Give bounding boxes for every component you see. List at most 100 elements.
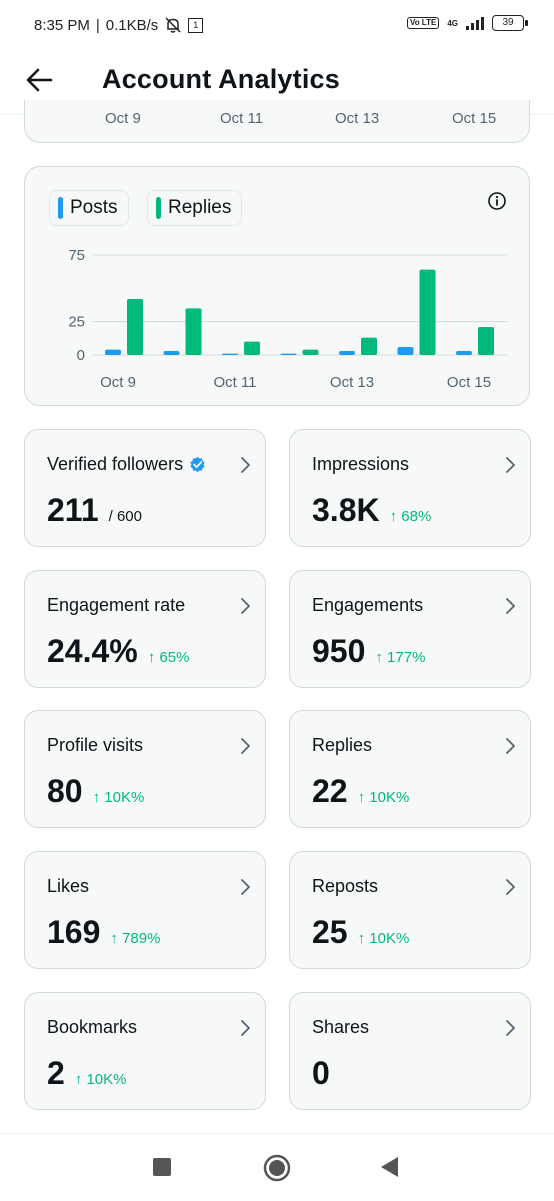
bar-posts[interactable] [339,351,355,355]
status-bar: 8:35 PM | 0.1KB/s 1 Vo LTE 4G 39 [0,0,554,52]
prev-x-label: Oct 9 [105,110,141,127]
stat-card[interactable]: Engagements 950 ↑ 177% [289,570,531,688]
stat-value: 24.4% ↑ 65% [47,633,189,670]
stat-value: 3.8K ↑ 68% [312,492,431,529]
previous-chart-card: Oct 9 Oct 11 Oct 13 Oct 15 [24,100,530,143]
stat-value-text: 169 [47,914,101,950]
prev-x-label: Oct 13 [335,110,380,127]
chevron-right-icon [241,598,250,614]
status-divider: | [95,16,100,34]
stat-change: ↑ 10K% [74,1071,127,1088]
stat-value-text: 80 [47,773,83,809]
recents-button[interactable] [152,1157,172,1182]
bar-posts[interactable] [397,347,414,355]
stat-card[interactable]: Reposts 25 ↑ 10K% [289,851,531,969]
y-tick-label: 25 [68,314,85,331]
stat-value: 25 ↑ 10K% [312,914,409,951]
stat-label: Replies [312,735,372,756]
arrow-left-icon [26,68,53,92]
stat-value-text: 22 [312,773,348,809]
bar-replies[interactable] [419,269,436,355]
stat-change: ↑ 10K% [92,789,145,806]
stat-card[interactable]: Verified followers 211 / 600 [24,429,266,547]
legend-replies[interactable]: Replies [147,190,243,226]
stat-label: Reposts [312,876,378,897]
bar-replies[interactable] [478,327,494,355]
chevron-right-icon [241,1020,250,1036]
y-tick-label: 0 [77,347,85,364]
stat-total: / 600 [108,508,142,525]
circle-icon [263,1154,291,1182]
stat-card[interactable]: Profile visits 80 ↑ 10K% [24,710,266,828]
stat-card[interactable]: Engagement rate 24.4% ↑ 65% [24,570,266,688]
stat-value: 211 / 600 [47,492,142,529]
home-button[interactable] [263,1154,291,1187]
stat-change: ↑ 789% [110,930,161,947]
bar-posts[interactable] [280,353,297,355]
stat-label-text: Engagements [312,595,424,615]
chevron-right-icon [506,1020,515,1036]
stat-card[interactable]: Likes 169 ↑ 789% [24,851,266,969]
stat-value-text: 950 [312,633,366,669]
stat-value: 169 ↑ 789% [47,914,160,951]
stat-value-text: 24.4% [47,633,138,669]
volte-badge: Vo LTE [406,17,440,29]
chevron-right-icon [241,879,250,895]
sim-badge: 1 [188,17,204,33]
stat-change: ↑ 177% [375,649,426,666]
battery-icon: 39 [492,15,528,31]
chevron-right-icon [506,457,515,473]
system-back-button[interactable] [380,1156,400,1183]
stat-label: Shares [312,1017,369,1038]
bar-posts[interactable] [105,349,121,355]
battery-level: 39 [502,17,514,28]
stat-value: 950 ↑ 177% [312,633,425,670]
chevron-right-icon [506,738,515,754]
stat-label-text: Bookmarks [47,1017,138,1037]
stat-label-text: Reposts [312,876,379,896]
stat-value: 80 ↑ 10K% [47,773,144,810]
chevron-right-icon [506,879,515,895]
stat-label: Impressions [312,454,409,475]
bar-posts[interactable] [456,351,472,355]
stat-card[interactable]: Shares 0 [289,992,531,1110]
stat-label-text: Impressions [312,454,410,474]
square-icon [153,1158,171,1176]
legend-posts[interactable]: Posts [49,190,129,226]
stat-change: ↑ 10K% [357,789,410,806]
stat-card[interactable]: Impressions 3.8K ↑ 68% [289,429,531,547]
stat-value: 0 [312,1055,330,1092]
prev-x-label: Oct 15 [452,110,497,127]
stat-card[interactable]: Bookmarks 2 ↑ 10K% [24,992,266,1110]
stat-label: Bookmarks [47,1017,137,1038]
network-type: 4G [447,18,458,28]
stat-value-text: 3.8K [312,492,380,528]
x-tick-label: Oct 15 [447,374,491,391]
bar-replies[interactable] [127,299,143,355]
bar-posts[interactable] [163,351,180,355]
bar-replies[interactable] [185,308,202,355]
x-tick-label: Oct 13 [330,374,374,391]
stat-card[interactable]: Replies 22 ↑ 10K% [289,710,531,828]
back-button[interactable] [22,62,58,98]
stat-value: 22 ↑ 10K% [312,773,409,810]
status-speed: 0.1KB/s [105,16,159,34]
stat-label: Likes [47,876,89,897]
bar-replies[interactable] [361,337,377,355]
stat-value-text: 2 [47,1055,65,1091]
bar-chart: 75 25 0 Oct 9 Oct 11 Oct 13 Oct 15 [68,247,507,391]
stat-label-text: Likes [47,876,90,896]
y-tick-label: 75 [68,247,85,264]
system-nav-bar [0,1133,554,1201]
info-icon[interactable] [487,191,507,211]
stat-label-text: Replies [312,735,373,755]
stat-label: Engagements [312,595,423,616]
stat-label-text: Shares [312,1017,370,1037]
chevron-right-icon [241,457,250,473]
bar-replies[interactable] [244,341,260,355]
stat-label: Profile visits [47,735,143,756]
bar-posts[interactable] [222,353,238,355]
stat-label: Engagement rate [47,595,185,616]
bar-replies[interactable] [302,349,319,355]
stat-change: ↑ 65% [147,649,190,666]
